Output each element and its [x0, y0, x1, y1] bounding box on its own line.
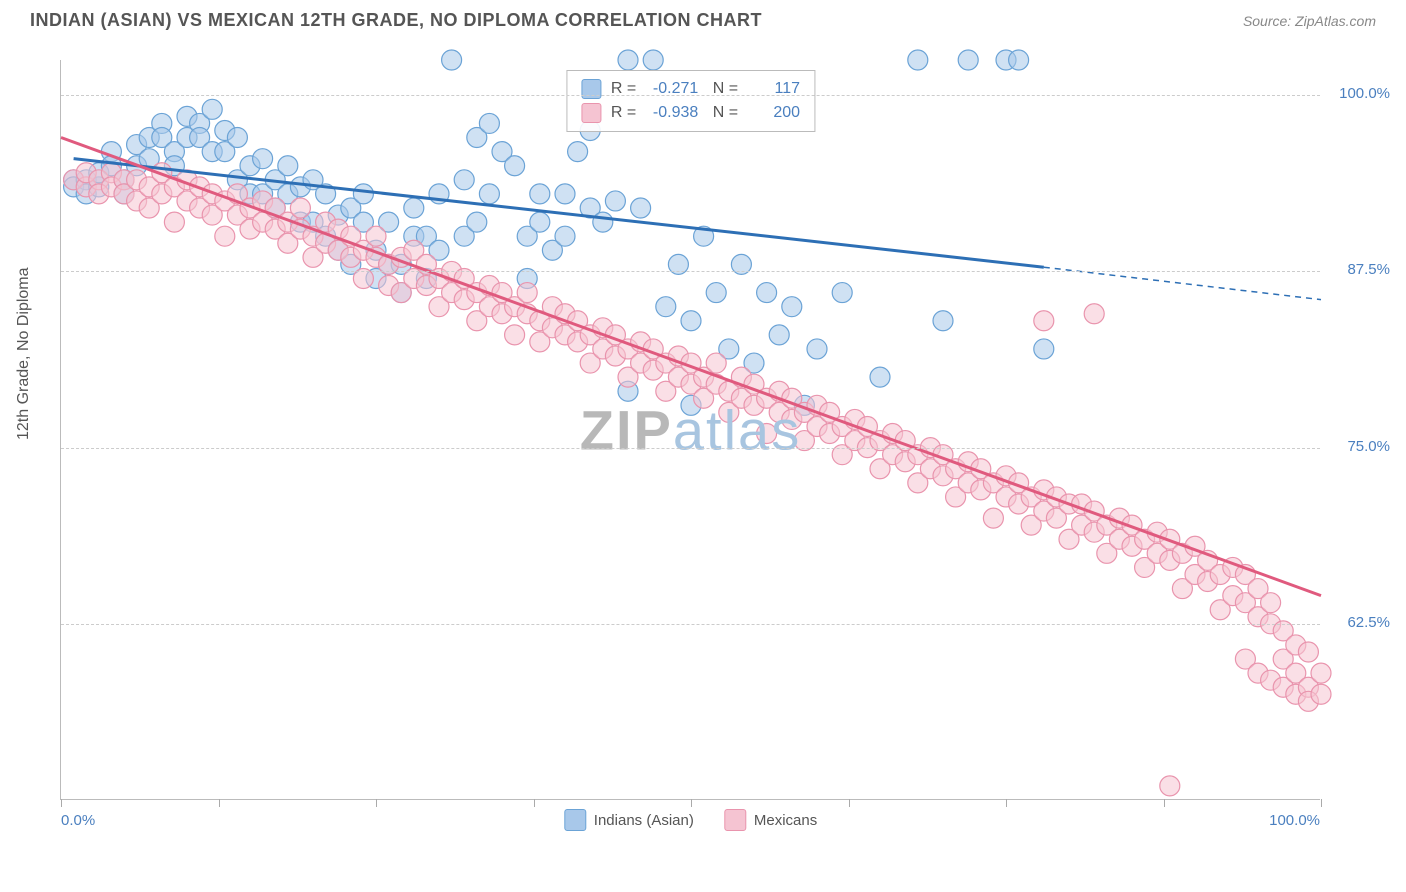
scatter-point — [593, 212, 613, 232]
scatter-point — [1084, 304, 1104, 324]
scatter-point — [517, 283, 537, 303]
y-axis-tick-label: 100.0% — [1339, 85, 1390, 102]
stats-legend-box: R = -0.271 N = 117 R = -0.938 N = 200 — [566, 70, 815, 132]
scatter-point — [215, 226, 235, 246]
scatter-point — [353, 184, 373, 204]
scatter-point — [568, 142, 588, 162]
stats-r-label-0: R = — [611, 77, 636, 101]
scatter-point — [1311, 684, 1331, 704]
x-axis-max-label: 100.0% — [1269, 812, 1320, 829]
x-axis-tick — [1006, 799, 1007, 807]
scatter-point — [605, 191, 625, 211]
x-axis-tick — [1164, 799, 1165, 807]
scatter-point — [404, 198, 424, 218]
x-axis-tick — [219, 799, 220, 807]
plot-svg — [61, 60, 1320, 799]
scatter-point — [253, 149, 273, 169]
scatter-point — [1034, 311, 1054, 331]
scatter-point — [202, 99, 222, 119]
y-axis-label: 12th Grade, No Diploma — [15, 267, 33, 440]
stats-r-value-1: -0.938 — [646, 101, 698, 125]
legend-swatch-0 — [564, 809, 586, 831]
scatter-point — [454, 170, 474, 190]
scatter-point — [505, 325, 525, 345]
chart-title: INDIAN (ASIAN) VS MEXICAN 12TH GRADE, NO… — [30, 10, 762, 31]
scatter-point — [958, 50, 978, 70]
scatter-point — [164, 212, 184, 232]
scatter-point — [555, 226, 575, 246]
stats-n-value-1: 200 — [748, 101, 800, 125]
scatter-point — [1261, 593, 1281, 613]
stats-n-label-0: N = — [708, 77, 738, 101]
legend-label-1: Mexicans — [754, 812, 817, 829]
stats-n-label-1: N = — [708, 101, 738, 125]
scatter-point — [643, 50, 663, 70]
scatter-point — [530, 184, 550, 204]
scatter-point — [757, 424, 777, 444]
y-axis-tick-label: 87.5% — [1347, 261, 1390, 278]
scatter-point — [706, 353, 726, 373]
scatter-point — [681, 311, 701, 331]
scatter-point — [227, 128, 247, 148]
legend-item-1: Mexicans — [724, 809, 817, 831]
stats-r-value-0: -0.271 — [646, 77, 698, 101]
scatter-point — [807, 339, 827, 359]
scatter-point — [555, 184, 575, 204]
x-axis-tick — [849, 799, 850, 807]
scatter-point — [933, 311, 953, 331]
x-axis-tick — [691, 799, 692, 807]
scatter-point — [479, 113, 499, 133]
y-axis-tick-label: 75.0% — [1347, 438, 1390, 455]
gridline-h — [61, 95, 1320, 96]
bottom-legend: Indians (Asian) Mexicans — [564, 809, 817, 831]
stats-n-value-0: 117 — [748, 77, 800, 101]
chart-container: ZIPatlas R = -0.271 N = 117 R = -0.938 N… — [60, 50, 1320, 830]
scatter-point — [1311, 663, 1331, 683]
stats-r-label-1: R = — [611, 101, 636, 125]
gridline-h — [61, 624, 1320, 625]
chart-header: INDIAN (ASIAN) VS MEXICAN 12TH GRADE, NO… — [30, 10, 1376, 31]
chart-source: Source: ZipAtlas.com — [1243, 13, 1376, 29]
scatter-point — [467, 212, 487, 232]
x-axis-tick — [1321, 799, 1322, 807]
gridline-h — [61, 448, 1320, 449]
x-axis-min-label: 0.0% — [61, 812, 95, 829]
plot-area: ZIPatlas R = -0.271 N = 117 R = -0.938 N… — [60, 60, 1320, 800]
scatter-point — [530, 212, 550, 232]
scatter-point — [769, 325, 789, 345]
legend-label-0: Indians (Asian) — [594, 812, 694, 829]
scatter-point — [631, 198, 651, 218]
scatter-point — [618, 50, 638, 70]
scatter-point — [832, 283, 852, 303]
scatter-point — [278, 156, 298, 176]
scatter-point — [1298, 642, 1318, 662]
stats-row-0: R = -0.271 N = 117 — [581, 77, 800, 101]
scatter-point — [757, 283, 777, 303]
gridline-h — [61, 271, 1320, 272]
scatter-point — [870, 367, 890, 387]
scatter-point — [908, 50, 928, 70]
legend-swatch-1 — [724, 809, 746, 831]
scatter-point — [983, 508, 1003, 528]
scatter-point — [442, 50, 462, 70]
y-axis-tick-label: 62.5% — [1347, 614, 1390, 631]
x-axis-tick — [61, 799, 62, 807]
legend-item-0: Indians (Asian) — [564, 809, 694, 831]
stats-swatch-1 — [581, 103, 601, 123]
scatter-point — [479, 184, 499, 204]
scatter-point — [1034, 339, 1054, 359]
scatter-point — [505, 156, 525, 176]
scatter-point — [706, 283, 726, 303]
x-axis-tick — [376, 799, 377, 807]
stats-row-1: R = -0.938 N = 200 — [581, 101, 800, 125]
scatter-point — [782, 297, 802, 317]
scatter-point — [290, 198, 310, 218]
scatter-point — [366, 226, 386, 246]
scatter-point — [1009, 50, 1029, 70]
trend-line — [61, 138, 1321, 596]
x-axis-tick — [534, 799, 535, 807]
scatter-point — [1160, 776, 1180, 796]
scatter-point — [656, 297, 676, 317]
